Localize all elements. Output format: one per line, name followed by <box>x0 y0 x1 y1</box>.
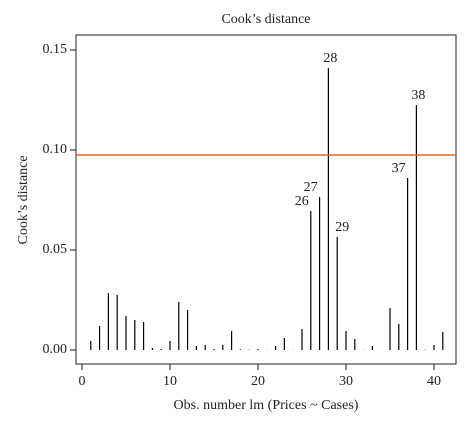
x-tick-label: 10 <box>163 374 177 389</box>
point-label: 37 <box>392 161 406 176</box>
y-tick-label: 0.10 <box>43 142 68 157</box>
chart-title: Cook’s distance <box>221 12 310 27</box>
y-tick-label: 0.05 <box>43 242 68 257</box>
point-label: 27 <box>304 180 318 195</box>
x-tick-label: 40 <box>427 374 441 389</box>
x-axis-label: Obs. number lm (Prices ~ Cases) <box>174 398 359 413</box>
x-tick-label: 0 <box>78 374 85 389</box>
y-tick-label: 0.15 <box>43 42 68 57</box>
plot-frame <box>75 34 457 365</box>
point-label: 26 <box>295 194 309 209</box>
y-axis-label: Cook’s distance <box>16 155 31 244</box>
point-label: 29 <box>335 220 349 235</box>
x-tick-label: 20 <box>251 374 265 389</box>
point-label: 38 <box>411 88 425 103</box>
point-label: 28 <box>323 51 337 66</box>
x-tick-label: 30 <box>339 374 353 389</box>
y-tick-label: 0.00 <box>43 342 68 357</box>
